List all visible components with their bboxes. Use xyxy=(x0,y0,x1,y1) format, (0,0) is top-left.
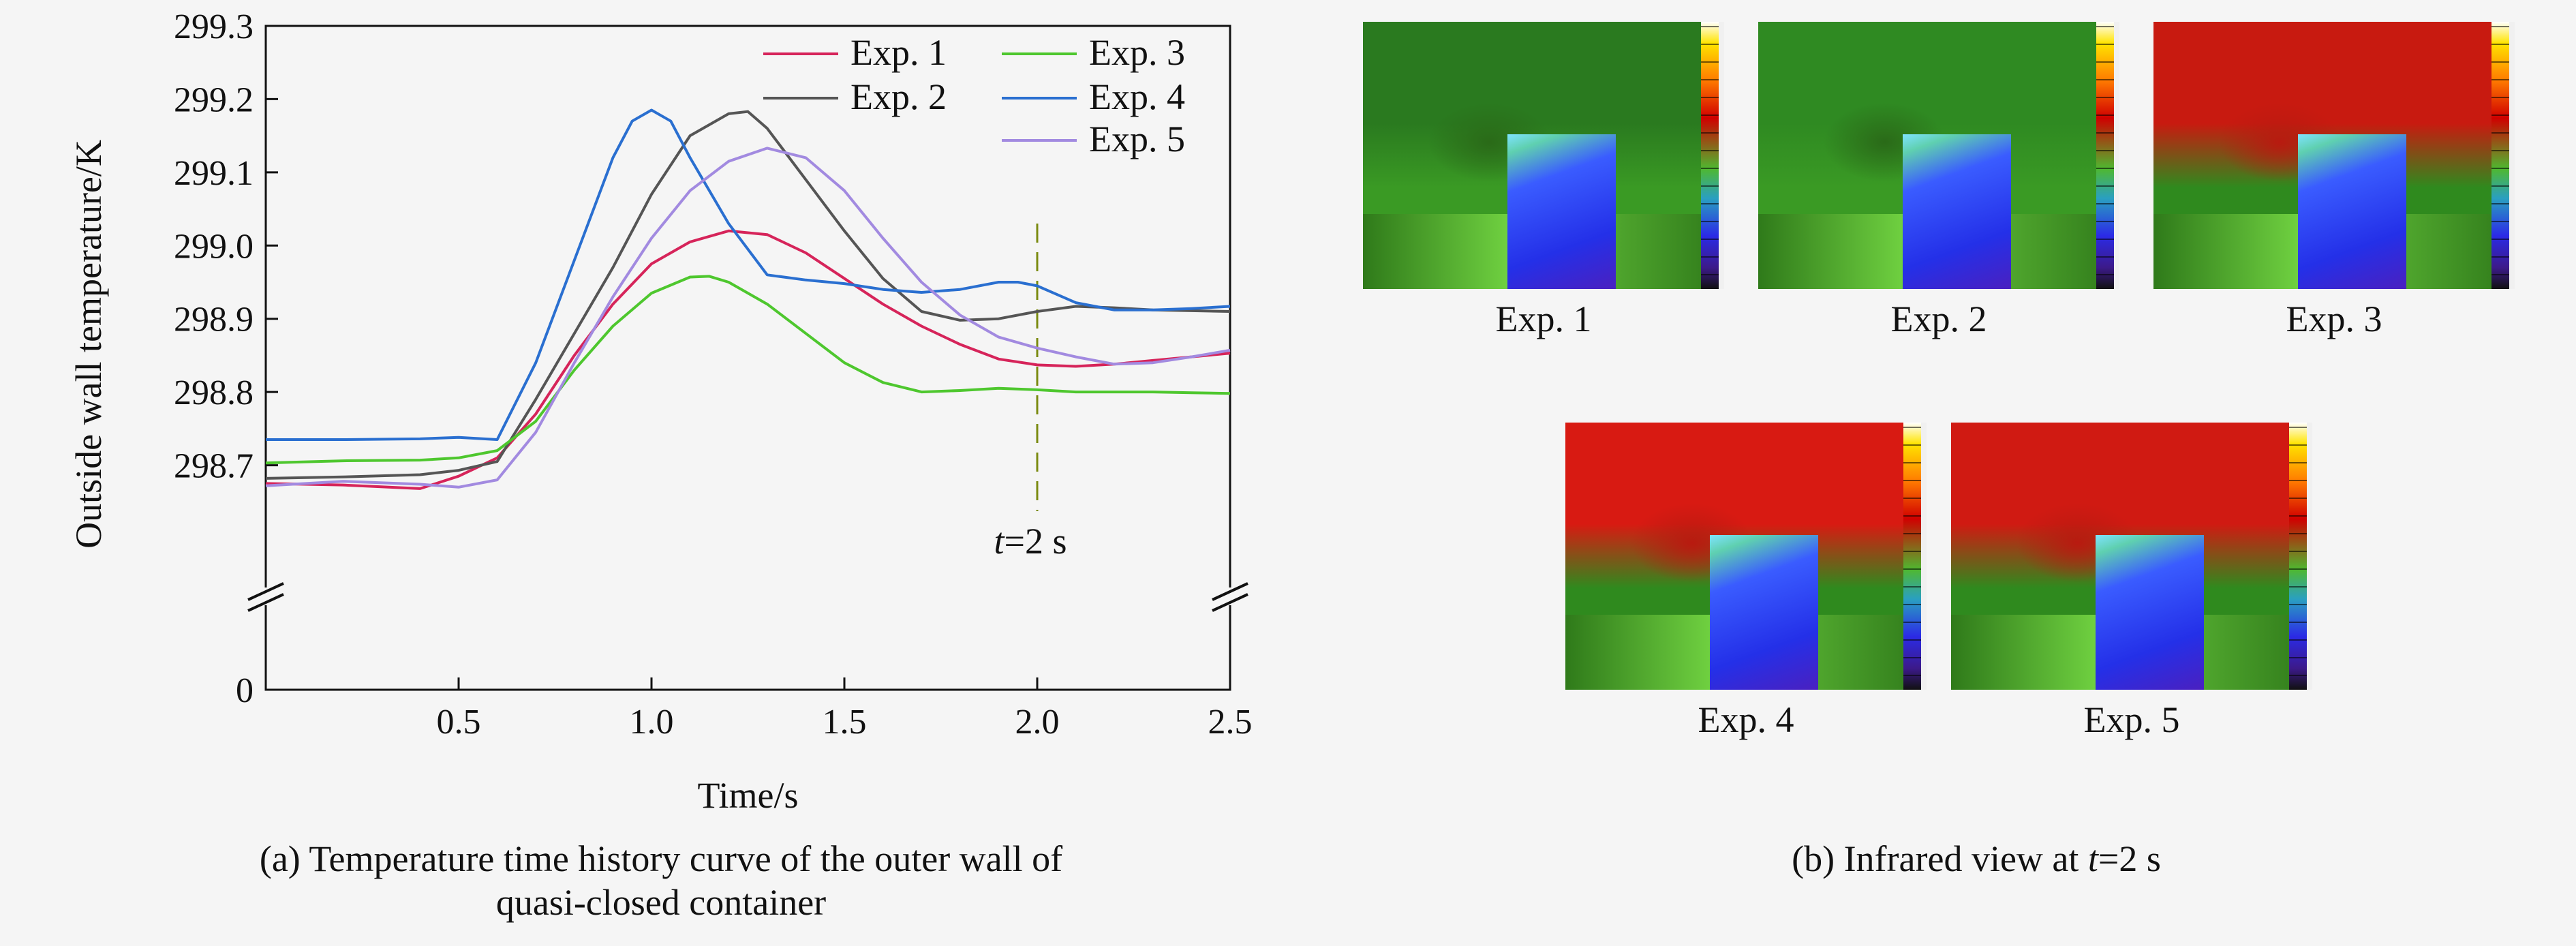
x-tick-label: 1.0 xyxy=(630,703,674,742)
caption-b-prefix: (b) Infrared view at xyxy=(1792,838,2088,879)
axis-break-mark-left-top xyxy=(247,582,284,601)
infrared-image-label-exp-3: Exp. 3 xyxy=(2286,299,2382,339)
y-tick-label: 298.9 xyxy=(174,301,254,339)
infrared-image-exp-5 xyxy=(1951,423,2312,690)
plot-area: 298.7 298.8 298.9 299.0 299.1 299.2 299.3 0 0.5 1… xyxy=(68,7,1253,816)
y-tick-label: 299.3 xyxy=(174,7,254,46)
legend-label-exp-5: Exp. 5 xyxy=(1089,119,1185,159)
series-line-exp-5 xyxy=(265,147,1231,489)
infrared-scale-edge xyxy=(2114,22,2119,289)
series-line-exp-2 xyxy=(265,110,1231,480)
y-tick-label: 298.8 xyxy=(174,373,254,412)
y-tick-label: 299.0 xyxy=(174,227,254,266)
series-line-exp-3 xyxy=(265,275,1231,465)
infrared-container-block xyxy=(1507,134,1616,289)
axis-break-mark-right-bottom xyxy=(1212,593,1248,612)
infrared-image-label-exp-4: Exp. 4 xyxy=(1698,699,1794,740)
legend-label-exp-1: Exp. 1 xyxy=(850,32,947,73)
infrared-container-block xyxy=(2298,134,2406,289)
x-tick-label: 2.0 xyxy=(1015,703,1060,742)
infrared-image-label-exp-5: Exp. 5 xyxy=(2083,699,2180,740)
infrared-scale-ticks xyxy=(1701,26,1719,285)
infrared-container-block xyxy=(1903,134,2011,289)
caption-b-italic: t xyxy=(2087,838,2098,879)
y-tick-label-zero: 0 xyxy=(236,671,254,710)
infrared-scale-edge xyxy=(2509,22,2515,289)
infrared-container-block xyxy=(2096,534,2204,690)
infrared-image-label-exp-2: Exp. 2 xyxy=(1890,299,1987,339)
caption-a-line2: quasi-closed container xyxy=(495,882,827,923)
infrared-image-label-exp-1: Exp. 1 xyxy=(1495,299,1592,339)
infrared-scale-ticks xyxy=(2491,26,2509,285)
series-line-exp-1 xyxy=(265,229,1231,490)
infrared-scale-ticks xyxy=(2289,427,2307,686)
axis-break-mark-left-bottom xyxy=(247,593,284,612)
x-tick-label: 1.5 xyxy=(823,703,867,742)
infrared-image-exp-2 xyxy=(1758,22,2119,289)
infrared-scale-ticks xyxy=(1903,427,1921,686)
infrared-image-exp-4 xyxy=(1565,423,1927,690)
x-axis-label: Time/s xyxy=(697,775,798,816)
caption-a: (a) Temperature time history curve of th… xyxy=(150,837,1172,924)
legend-label-exp-3: Exp. 3 xyxy=(1089,32,1185,73)
infrared-image-exp-3 xyxy=(2153,22,2515,289)
legend-label-exp-4: Exp. 4 xyxy=(1089,76,1185,117)
y-tick-label: 298.7 xyxy=(174,447,254,486)
infrared-image-exp-1 xyxy=(1363,22,1724,289)
caption-a-line1: (a) Temperature time history curve of th… xyxy=(259,838,1063,879)
y-tick-label: 299.2 xyxy=(174,80,254,119)
caption-b-suffix: =2 s xyxy=(2098,838,2161,879)
series-line-exp-4 xyxy=(266,108,1231,441)
infrared-scale-edge xyxy=(2307,423,2312,690)
plot-frame xyxy=(264,25,1231,691)
infrared-container-block xyxy=(1710,534,1818,690)
infrared-scale-edge xyxy=(1921,423,1927,690)
x-tick-label: 2.5 xyxy=(1208,703,1253,742)
infrared-scale-ticks xyxy=(2096,26,2114,285)
y-axis-label: Outside wall temperature/K xyxy=(68,140,109,549)
infrared-scale-edge xyxy=(1719,22,1724,289)
y-tick-label: 299.1 xyxy=(174,154,254,193)
legend-label-exp-2: Exp. 2 xyxy=(850,76,947,117)
caption-b: (b) Infrared view at t=2 s xyxy=(1636,837,2317,881)
axis-break-mark-right-top xyxy=(1212,582,1248,601)
x-tick-label: 0.5 xyxy=(437,703,481,742)
marker-line-label: t=2 s xyxy=(994,521,1067,562)
